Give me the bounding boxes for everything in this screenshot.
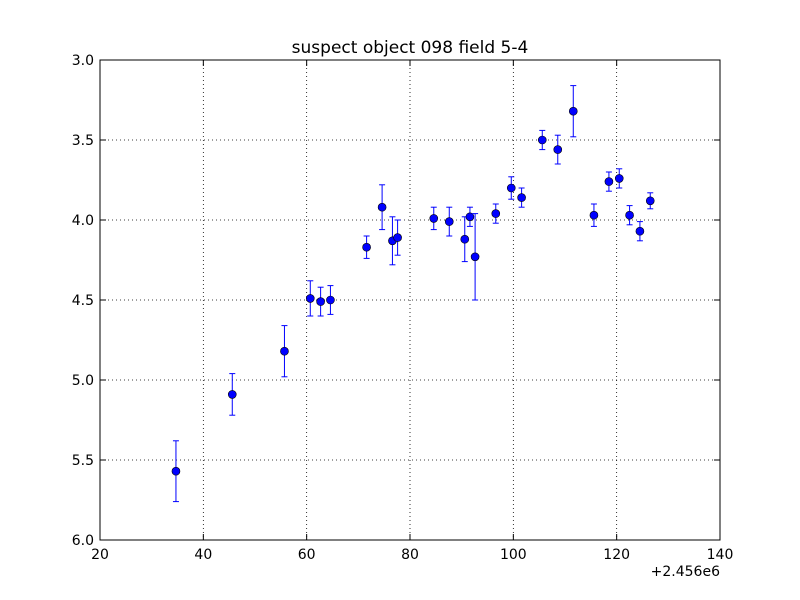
axis-ticks: 20 40 60 80 100 120 140 3.0 3.5 4.0 4.5 5.0 5.5 6.0 (72, 53, 734, 563)
data-point (227, 390, 237, 399)
data-point (491, 209, 501, 218)
y-tick-label: 6.0 (72, 533, 94, 549)
data-point (635, 226, 645, 236)
data-point (645, 196, 655, 206)
x-tick-label: 100 (500, 547, 527, 563)
x-tick-label: 40 (194, 547, 212, 563)
x-tick-label: 20 (91, 547, 109, 563)
data-point (589, 210, 599, 220)
data-point (429, 214, 439, 223)
data-point (377, 202, 387, 212)
y-tick-label: 5.5 (72, 453, 94, 469)
data-point (444, 217, 454, 226)
y-tick-label: 3.0 (72, 53, 94, 69)
data-point (604, 177, 614, 186)
x-tick-label: 140 (707, 547, 734, 563)
data-marks (171, 85, 655, 503)
y-tick-label: 5.0 (72, 373, 94, 389)
y-tick-label: 4.5 (72, 293, 94, 309)
y-tick-label: 4.0 (72, 213, 94, 229)
x-tick-label: 80 (401, 547, 419, 563)
data-point (280, 346, 289, 356)
chart-title: suspect object 098 field 5-4 (292, 38, 529, 58)
data-point (465, 212, 475, 222)
data-point (537, 135, 547, 145)
data-point (326, 295, 335, 305)
data-point (506, 183, 516, 193)
data-point (568, 106, 578, 116)
data-point (517, 193, 526, 202)
x-axis-offset-label: +2.456e6 (651, 564, 720, 580)
data-point (625, 210, 634, 220)
data-point (316, 297, 325, 306)
data-point (614, 174, 624, 183)
data-point (460, 234, 470, 244)
x-tick-label: 120 (603, 547, 630, 563)
x-tick-label: 60 (298, 547, 316, 563)
data-point (393, 233, 402, 242)
data-point (305, 294, 315, 303)
data-point (171, 466, 181, 476)
data-point (362, 242, 371, 252)
data-point (553, 145, 563, 154)
y-tick-label: 3.5 (72, 133, 94, 149)
data-point (470, 252, 480, 262)
